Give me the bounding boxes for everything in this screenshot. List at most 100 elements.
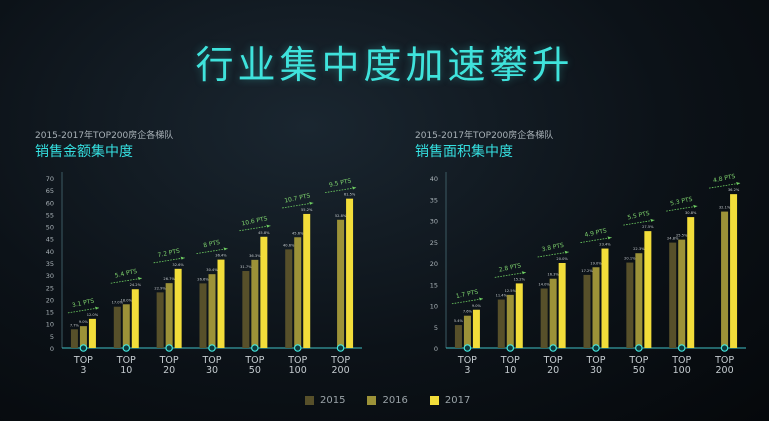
x-tick-label: TOP xyxy=(714,355,734,366)
pts-arrowhead xyxy=(564,250,569,254)
bar-2015 xyxy=(113,306,121,348)
y-tick-label: 70 xyxy=(46,175,54,183)
pts-arrowhead xyxy=(352,186,357,190)
y-tick-label: 0 xyxy=(50,345,54,353)
data-label: 26.7% xyxy=(163,277,175,281)
bar-2017 xyxy=(730,194,738,348)
pts-arrow xyxy=(580,237,612,243)
x-tick-label: TOP xyxy=(585,355,605,366)
bar-2017 xyxy=(260,236,268,348)
x-tick-label: TOP xyxy=(457,355,477,366)
pts-arrowhead xyxy=(94,306,99,310)
data-label: 36.2% xyxy=(728,188,740,192)
data-label: 32.1% xyxy=(719,206,731,210)
axis-marker-dot xyxy=(549,344,557,352)
x-tick-label: 10 xyxy=(120,365,132,376)
bar-2017 xyxy=(558,263,566,348)
data-label: 24.2% xyxy=(130,283,142,287)
legend-label-2015: 2015 xyxy=(320,395,346,406)
x-tick-label: 20 xyxy=(163,365,175,376)
y-tick-label: 45 xyxy=(46,236,54,244)
bar-2016 xyxy=(592,267,600,348)
bar-2017 xyxy=(303,213,311,348)
axis-marker-dot xyxy=(251,344,259,352)
data-label: 9.0% xyxy=(79,320,89,324)
legend-label-2017: 2017 xyxy=(444,395,471,406)
data-label: 23.4% xyxy=(599,243,611,247)
data-label: 12.0% xyxy=(87,313,99,317)
axis-marker-dot xyxy=(122,344,131,352)
data-label: 45.6% xyxy=(292,231,304,235)
pts-label: 8 PTS xyxy=(203,239,221,249)
bar-2017 xyxy=(515,283,523,348)
data-label: 30.4% xyxy=(206,268,218,272)
bar-2015 xyxy=(199,283,207,348)
x-tick-label: TOP xyxy=(159,355,179,366)
bar-2016 xyxy=(165,283,173,348)
x-tick-label: 50 xyxy=(633,365,645,376)
y-tick-label: 65 xyxy=(46,187,54,195)
bar-2015 xyxy=(497,299,505,348)
y-tick-label: 55 xyxy=(46,211,54,219)
data-label: 31.7% xyxy=(240,265,252,269)
y-tick-label: 5 xyxy=(50,333,54,341)
pts-arrow xyxy=(494,272,526,278)
y-tick-label: 10 xyxy=(430,303,438,311)
x-tick-label: 100 xyxy=(673,365,691,376)
x-tick-label: 3 xyxy=(80,365,86,376)
pts-arrow xyxy=(709,182,741,189)
data-label: 17.2% xyxy=(581,269,593,273)
pts-arrowhead xyxy=(266,224,271,228)
x-tick-label: TOP xyxy=(287,355,307,366)
bar-2017 xyxy=(346,198,354,348)
bar-2015 xyxy=(583,274,591,348)
bar-2017 xyxy=(88,318,96,348)
pts-arrowhead xyxy=(137,277,142,281)
data-label: 15.2% xyxy=(514,277,526,281)
bar-2016 xyxy=(122,304,130,348)
data-label: 36.3% xyxy=(249,254,261,258)
bar-2016 xyxy=(251,259,259,348)
data-label: 7.7% xyxy=(70,323,80,327)
x-tick-label: TOP xyxy=(671,355,691,366)
x-tick-label: 30 xyxy=(206,365,218,376)
bar-2016 xyxy=(79,326,87,348)
data-label: 52.8% xyxy=(335,214,347,218)
y-tick-label: 25 xyxy=(430,239,438,247)
pts-arrow xyxy=(623,219,655,226)
bar-2016 xyxy=(294,237,302,348)
pts-arrowhead xyxy=(693,204,698,208)
y-tick-label: 35 xyxy=(46,260,54,268)
y-tick-label: 15 xyxy=(46,309,54,317)
data-label: 17.0% xyxy=(112,301,124,305)
x-tick-label: 3 xyxy=(464,365,470,376)
y-tick-label: 60 xyxy=(46,199,54,207)
bar-2016 xyxy=(678,239,686,348)
y-tick-label: 20 xyxy=(46,296,54,304)
bar-2016 xyxy=(721,211,729,348)
x-tick-label: TOP xyxy=(543,355,563,366)
bar-2015 xyxy=(156,292,164,348)
pts-arrow xyxy=(196,248,228,254)
legend-item-2017: 2017 xyxy=(429,395,471,406)
data-label: 32.6% xyxy=(172,263,184,267)
data-label: 16.3% xyxy=(547,273,559,277)
x-tick-label: TOP xyxy=(330,355,350,366)
right-chart-title: 销售面积集中度 xyxy=(415,144,513,160)
legend-item-2016: 2016 xyxy=(367,395,408,406)
y-tick-label: 30 xyxy=(46,272,54,280)
pts-label: 1.7 PTS xyxy=(455,288,479,300)
axis-marker-dot xyxy=(592,344,600,352)
axis-marker-dot xyxy=(79,344,88,352)
bar-2016 xyxy=(463,315,471,348)
data-label: 40.6% xyxy=(283,243,295,247)
y-tick-label: 50 xyxy=(46,224,54,232)
data-label: 19.0% xyxy=(590,261,602,265)
bar-2015 xyxy=(669,242,677,348)
y-tick-label: 25 xyxy=(46,284,54,292)
data-label: 5.4% xyxy=(454,319,464,323)
axis-marker-dot xyxy=(720,344,729,352)
y-tick-label: 40 xyxy=(430,175,438,183)
bar-2017 xyxy=(687,217,695,348)
x-tick-label: 200 xyxy=(716,365,734,376)
